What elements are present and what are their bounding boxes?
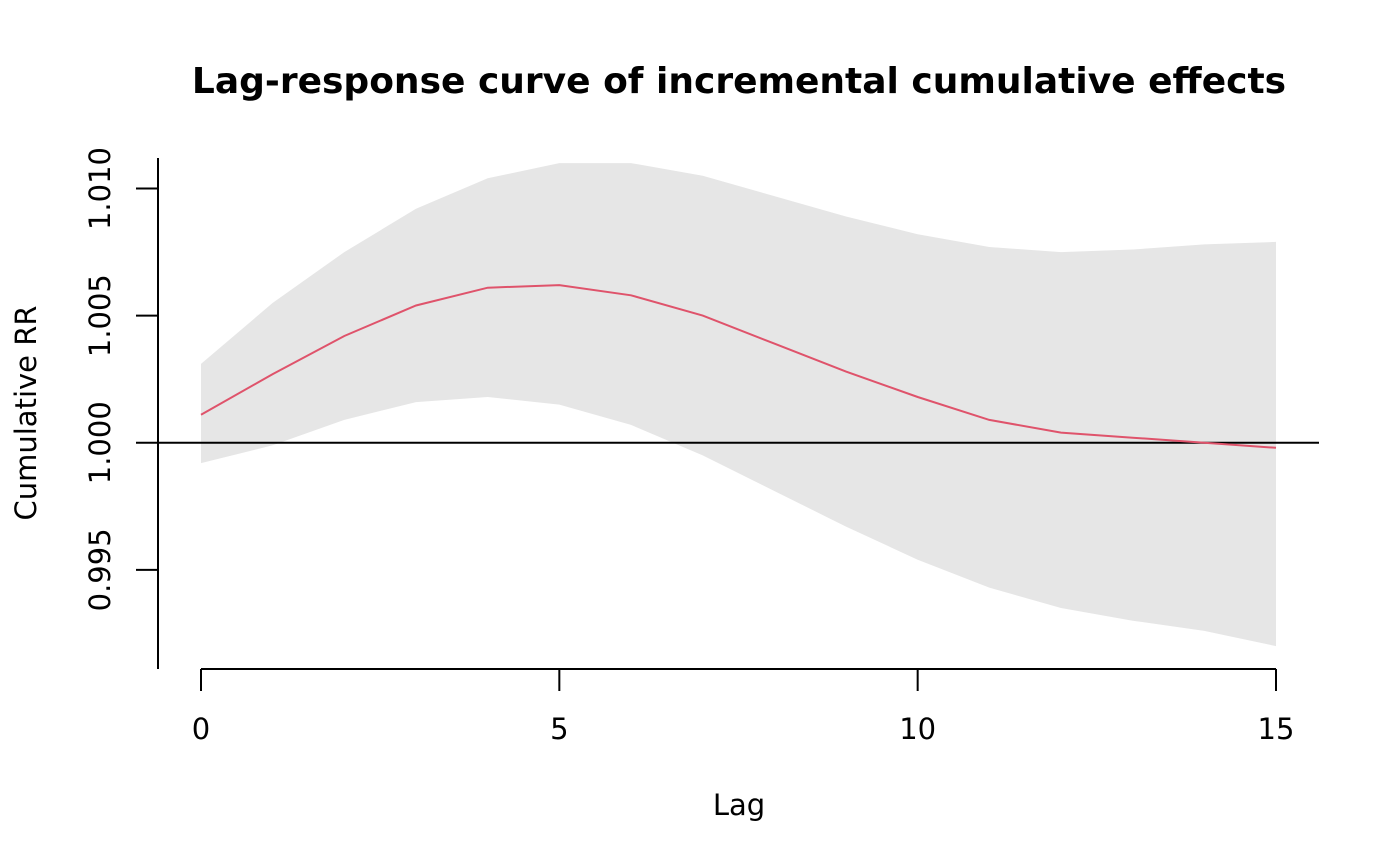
y-axis-label: Cumulative RR [9, 305, 43, 520]
axes: 0 5 10 15 0.995 1.000 1.005 1.010 [83, 147, 1294, 746]
x-tick-label: 5 [550, 712, 568, 746]
chart-title: Lag-response curve of incremental cumula… [192, 61, 1286, 102]
y-tick-label: 1.010 [83, 147, 117, 230]
confidence-band [201, 163, 1276, 647]
x-axis-label: Lag [713, 788, 765, 822]
plot-area [158, 163, 1319, 647]
y-tick-label: 1.005 [83, 274, 117, 357]
y-tick-label: 1.000 [83, 401, 117, 484]
x-tick-label: 15 [1258, 712, 1295, 746]
series-line [200, 284, 1277, 449]
x-tick-label: 0 [192, 712, 210, 746]
y-tick-label: 0.995 [83, 528, 117, 611]
x-tick-label: 10 [899, 712, 936, 746]
